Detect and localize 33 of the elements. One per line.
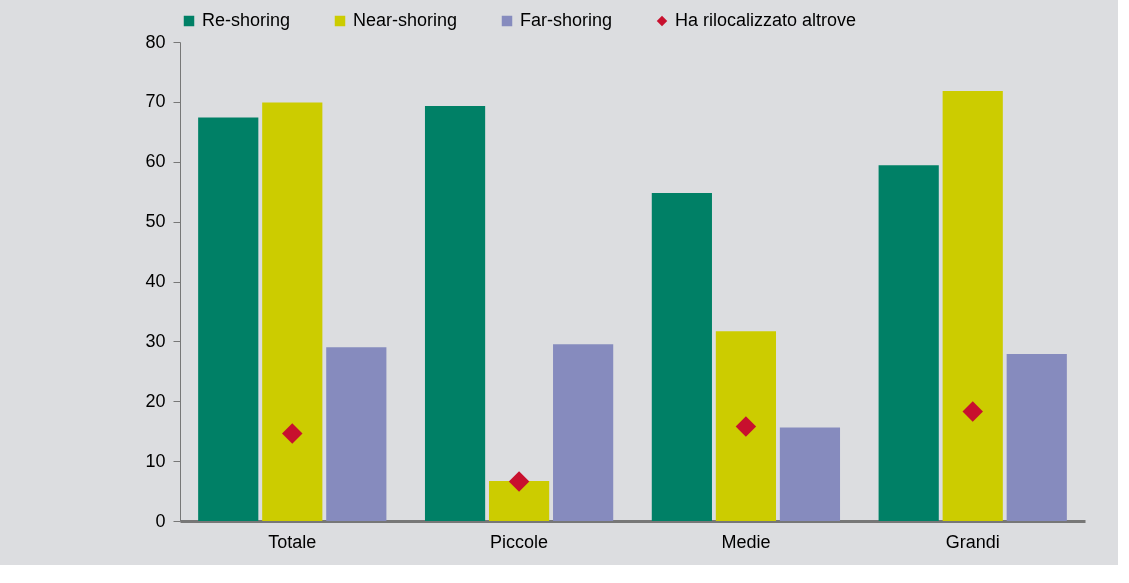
bar	[553, 344, 614, 521]
y-tick-label: 20	[145, 390, 166, 411]
point	[282, 423, 303, 444]
point	[962, 401, 983, 422]
bar	[489, 480, 550, 521]
y-tick-label: 70	[145, 91, 166, 112]
x-tick-label: Totale	[268, 531, 317, 552]
bar	[651, 192, 712, 521]
y-tick-label: 10	[145, 450, 166, 471]
bar	[1006, 353, 1067, 521]
bar	[424, 106, 486, 521]
point	[735, 416, 757, 437]
legend-label: Re-shoring	[202, 10, 291, 30]
legend-label: Ha rilocalizzato altrove	[675, 10, 857, 30]
y-tick-label: 0	[155, 510, 166, 531]
y-tick-label: 80	[145, 31, 166, 52]
bar	[198, 117, 259, 521]
y-tick-label: 40	[145, 271, 166, 291]
bar	[326, 347, 387, 521]
point	[508, 471, 530, 492]
bar	[942, 91, 1003, 521]
bar	[715, 331, 776, 521]
y-tick-label: 60	[145, 151, 166, 172]
x-tick-label: Piccole	[490, 531, 549, 552]
legend-label: Far-shoring	[520, 10, 613, 30]
x-tick-label: Medie	[721, 531, 771, 552]
y-tick-label: 30	[145, 330, 166, 351]
bar	[262, 102, 323, 521]
y-tick-label: 50	[145, 211, 166, 232]
bar	[878, 165, 939, 521]
x-tick-label: Grandi	[945, 531, 1000, 552]
bar	[779, 427, 841, 521]
legend-label: Near-shoring	[353, 10, 458, 30]
